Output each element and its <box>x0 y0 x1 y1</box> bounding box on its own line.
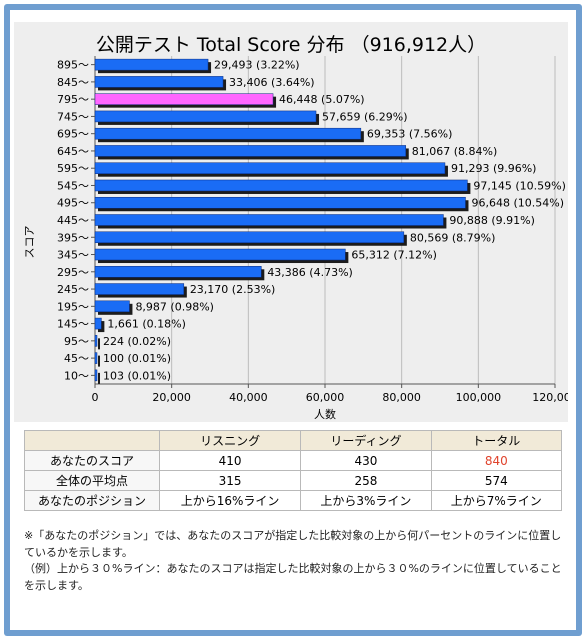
bar-data-label: 90,888 (9.91%) <box>449 214 535 227</box>
row-label: 全体の平均点 <box>24 470 160 491</box>
bar <box>94 196 466 209</box>
x-axis-label: 人数 <box>314 408 336 421</box>
chart-title: 公開テスト Total Score 分布 （916,912人） <box>96 34 486 56</box>
bar-data-label: 43,386 (4.73%) <box>267 266 353 279</box>
y-tick-label: 545～ <box>57 179 89 192</box>
table-header-reading: リーディング <box>300 430 432 451</box>
x-tick-label: 80,000 <box>382 391 421 404</box>
table-cell: 410 <box>158 450 302 471</box>
y-axis-label: スコア <box>23 226 36 259</box>
y-tick-label: 445～ <box>57 214 89 227</box>
bar <box>94 145 407 157</box>
bar <box>94 162 446 174</box>
bar <box>94 369 98 382</box>
bar-data-label: 33,406 (3.64%) <box>229 76 315 89</box>
bar-shadow <box>98 355 100 367</box>
table-header-total: トータル <box>430 430 563 451</box>
bar-shadow <box>98 338 100 350</box>
y-tick-label: 645～ <box>57 145 89 158</box>
y-tick-label: 45～ <box>64 352 89 365</box>
x-tick-label: 100,000 <box>456 391 502 404</box>
y-tick-label: 895～ <box>57 59 89 72</box>
bar-shadow <box>98 372 100 384</box>
y-tick-label: 245～ <box>57 283 89 296</box>
table-row-position: あなたのポジション 上から16%ライン 上から3%ライン 上から7%ライン <box>24 490 563 511</box>
bar-data-label: 46,448 (5.07%) <box>279 93 365 106</box>
score-distribution-chart: 公開テスト Total Score 分布 （916,912人） 29,493 (… <box>14 22 568 422</box>
footnote-position: ※「あなたのポジション」では、あなたのスコアが指定した比較対象の上から何パーセン… <box>24 529 562 559</box>
bar-data-label: 103 (0.01%) <box>103 369 171 382</box>
x-tick-label: 20,000 <box>152 391 191 404</box>
bar-data-label: 1,661 (0.18%) <box>107 318 186 331</box>
table-header-listening: リスニング <box>158 430 302 451</box>
y-tick-label: 95～ <box>64 335 89 348</box>
bar-data-label: 96,648 (10.54%) <box>471 197 564 210</box>
bar-data-label: 69,353 (7.56%) <box>367 128 453 141</box>
bar <box>94 317 102 330</box>
bar <box>94 300 130 313</box>
y-tick-label: 695～ <box>57 128 89 141</box>
bar-highlighted <box>94 93 274 105</box>
bar <box>94 110 317 123</box>
bar <box>94 231 405 244</box>
bar <box>94 214 444 226</box>
bar <box>94 179 468 192</box>
chart-x-ticks: 0 20,000 40,000 60,000 80,000 100,000 120,000 <box>92 384 568 404</box>
bar-data-label: 23,170 (2.53%) <box>190 283 276 296</box>
bar-data-label: 81,067 (8.84%) <box>412 145 498 158</box>
table-cell: 430 <box>300 450 432 471</box>
table-cell: 上から7%ライン <box>430 490 563 511</box>
footnote-example: （例）上から３０%ライン：あなたのスコアは指定した比較対象の上から３０%のライン… <box>24 562 562 592</box>
table-cell: 258 <box>300 470 432 491</box>
bar <box>94 248 346 261</box>
table-cell: 上から3%ライン <box>300 490 432 511</box>
y-tick-label: 595～ <box>57 162 89 175</box>
y-tick-label: 145～ <box>57 318 89 331</box>
y-tick-label: 745～ <box>57 110 89 123</box>
bar-data-label: 91,293 (9.96%) <box>451 162 537 175</box>
y-tick-label: 395～ <box>57 231 89 244</box>
score-summary-table: リスニング リーディング トータル あなたのスコア 410 430 840 全体… <box>24 430 563 511</box>
x-tick-label: 40,000 <box>229 391 268 404</box>
bar <box>94 76 224 88</box>
chart-svg: 公開テスト Total Score 分布 （916,912人） 29,493 (… <box>23 34 568 421</box>
table-row-your-score: あなたのスコア 410 430 840 <box>24 450 563 471</box>
y-tick-label: 345～ <box>57 249 89 262</box>
bar <box>94 58 209 71</box>
chart-y-ticks: 895～ 845～ 795～ 745～ 695～ 645～ 595～ 545～ 495～ 445～… <box>57 59 95 382</box>
bar-data-label: 8,987 (0.98%) <box>135 300 214 313</box>
bar-data-label: 224 (0.02%) <box>103 335 171 348</box>
table-cell-total-highlight: 840 <box>430 450 563 471</box>
bar <box>94 266 262 278</box>
y-tick-label: 195～ <box>57 300 89 313</box>
x-tick-label: 60,000 <box>306 391 345 404</box>
bar <box>94 335 98 347</box>
table-header-row: リスニング リーディング トータル <box>24 430 563 451</box>
bar <box>94 127 362 140</box>
table-cell: 315 <box>158 470 302 491</box>
y-tick-label: 795～ <box>57 93 89 106</box>
y-tick-label: 845～ <box>57 76 89 89</box>
bar-data-label: 29,493 (3.22%) <box>214 59 300 72</box>
footnotes: ※「あなたのポジション」では、あなたのスコアが指定した比較対象の上から何パーセン… <box>24 528 569 594</box>
bar <box>94 352 98 364</box>
row-label: あなたのポジション <box>24 490 160 511</box>
bar-data-label: 100 (0.01%) <box>103 352 171 365</box>
row-label: あなたのスコア <box>24 450 160 471</box>
x-tick-label: 120,000 <box>532 391 568 404</box>
bar-data-label: 65,312 (7.12%) <box>351 249 437 262</box>
chart-bars: 29,493 (3.22%) 33,406 (3.64%) 46,448 (5.07… <box>94 58 566 384</box>
table-row-average: 全体の平均点 315 258 574 <box>24 470 563 491</box>
y-tick-label: 10～ <box>64 369 89 382</box>
bar-data-label: 97,145 (10.59%) <box>473 179 566 192</box>
x-tick-label: 0 <box>92 391 99 404</box>
y-tick-label: 495～ <box>57 197 89 210</box>
table-cell: 574 <box>430 470 563 491</box>
bar-data-label: 80,569 (8.79%) <box>410 231 496 244</box>
bar-data-label: 57,659 (6.29%) <box>322 110 408 123</box>
table-header-blank <box>24 430 160 451</box>
bar <box>94 283 185 295</box>
y-tick-label: 295～ <box>57 266 89 279</box>
table-cell: 上から16%ライン <box>158 490 302 511</box>
